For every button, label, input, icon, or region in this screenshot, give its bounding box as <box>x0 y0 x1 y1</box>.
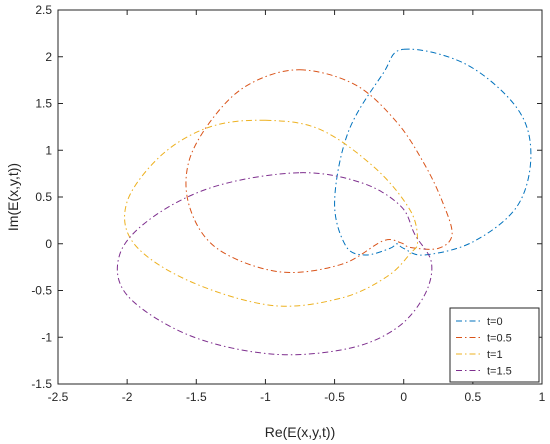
x-tick-label: -2.5 <box>48 390 69 404</box>
x-tick-label: -1 <box>260 390 271 404</box>
x-tick-label: -2 <box>122 390 133 404</box>
x-tick-label: 0.5 <box>465 390 482 404</box>
x-tick-label: -0.5 <box>324 390 345 404</box>
series-group <box>116 48 532 356</box>
y-tick-label: -1.5 <box>31 377 52 391</box>
y-tick-label: 2 <box>45 50 52 64</box>
legend-label-4: t=1.5 <box>487 366 512 378</box>
legend-label-1: t=0 <box>487 316 503 328</box>
y-tick-label: -0.5 <box>31 284 52 298</box>
x-tick-label: 0 <box>400 390 407 404</box>
x-tick-label: -1.5 <box>186 390 207 404</box>
series-line-4 <box>116 172 433 356</box>
series-line-1 <box>334 48 532 256</box>
y-tick-label: 0 <box>45 237 52 251</box>
legend-box <box>449 307 540 383</box>
x-tick-label: 1 <box>539 390 546 404</box>
y-tick-label: 2.5 <box>35 3 52 17</box>
y-tick-label: -1 <box>41 330 52 344</box>
y-tick-label: 0.5 <box>35 190 52 204</box>
series-line-2 <box>185 69 453 273</box>
x-axis-label: Re(E(x,y,t)) <box>265 424 336 440</box>
series-line-3 <box>124 119 419 307</box>
legend: t=0 t=0.5 t=1 t=1.5 <box>449 307 540 383</box>
y-axis-label: Im(E(x,y,t)) <box>5 163 21 231</box>
y-tick-label: 1 <box>45 143 52 157</box>
legend-label-2: t=0.5 <box>487 333 512 345</box>
legend-label-3: t=1 <box>487 349 503 361</box>
y-tick-label: 1.5 <box>35 97 52 111</box>
